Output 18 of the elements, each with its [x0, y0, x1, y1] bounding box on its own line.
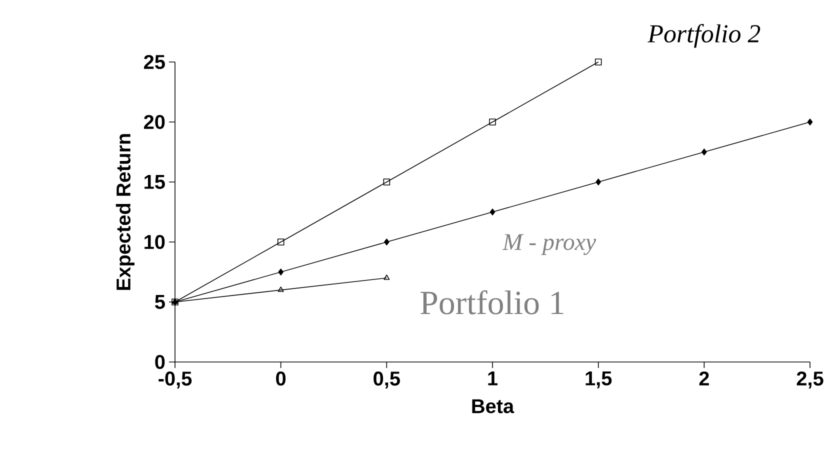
series-label: Portfolio 2 [648, 24, 760, 48]
x-tick-label: -0,5 [158, 372, 192, 389]
y-tick-label: 0 [155, 354, 165, 370]
x-tick-label: 2 [699, 372, 709, 386]
y-tick-label: 5 [155, 295, 165, 309]
series-label: M - proxy [502, 234, 596, 256]
x-tick-label: 1 [488, 372, 498, 386]
y-axis-title: Expected Return [116, 134, 134, 290]
x-tick-label: 0,5 [374, 372, 400, 389]
x-tick-label: 1,5 [586, 372, 612, 388]
x-tick-label: 0 [276, 372, 286, 386]
x-tick-label: 2,5 [796, 372, 824, 389]
y-tick-label: 10 [144, 234, 165, 250]
series-label: Portfolio 1 [420, 290, 564, 314]
y-tick-label: 15 [144, 175, 165, 189]
x-axis-title: Beta [472, 399, 514, 414]
y-tick-label: 25 [144, 54, 165, 70]
y-tick-label: 20 [144, 114, 165, 130]
